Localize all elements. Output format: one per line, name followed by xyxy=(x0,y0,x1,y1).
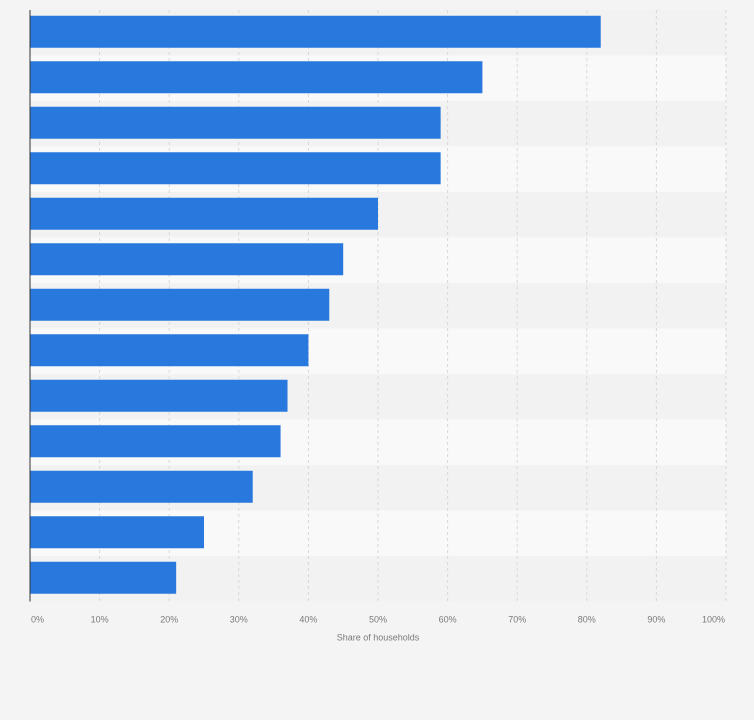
x-axis-title: Share of households xyxy=(337,633,420,643)
bar[interactable] xyxy=(30,106,441,139)
bar[interactable] xyxy=(30,197,378,230)
x-tick-label: 10% xyxy=(91,615,109,625)
bar[interactable] xyxy=(30,152,441,185)
x-tick-label: 90% xyxy=(647,615,665,625)
x-axis-ticks: 0% 10% 20% 30% 40% 50% 60% 70% 80% 90% 100% xyxy=(31,615,725,625)
bar[interactable] xyxy=(30,379,288,412)
bar[interactable] xyxy=(30,334,309,367)
bar[interactable] xyxy=(30,243,344,276)
x-tick-label: 100% xyxy=(702,615,725,625)
x-tick-label: 30% xyxy=(230,615,248,625)
bar[interactable] xyxy=(30,15,601,48)
bar[interactable] xyxy=(30,470,253,503)
x-tick-label: 0% xyxy=(31,615,44,625)
bar[interactable] xyxy=(30,516,204,549)
x-tick-label: 60% xyxy=(439,615,457,625)
bars xyxy=(30,15,601,594)
x-tick-label: 50% xyxy=(369,615,387,625)
x-tick-label: 70% xyxy=(508,615,526,625)
x-tick-label: 80% xyxy=(578,615,596,625)
x-tick-label: 40% xyxy=(299,615,317,625)
bar[interactable] xyxy=(30,61,483,94)
x-tick-label: 20% xyxy=(160,615,178,625)
bar[interactable] xyxy=(30,561,177,594)
bar[interactable] xyxy=(30,288,330,321)
bar[interactable] xyxy=(30,425,281,458)
